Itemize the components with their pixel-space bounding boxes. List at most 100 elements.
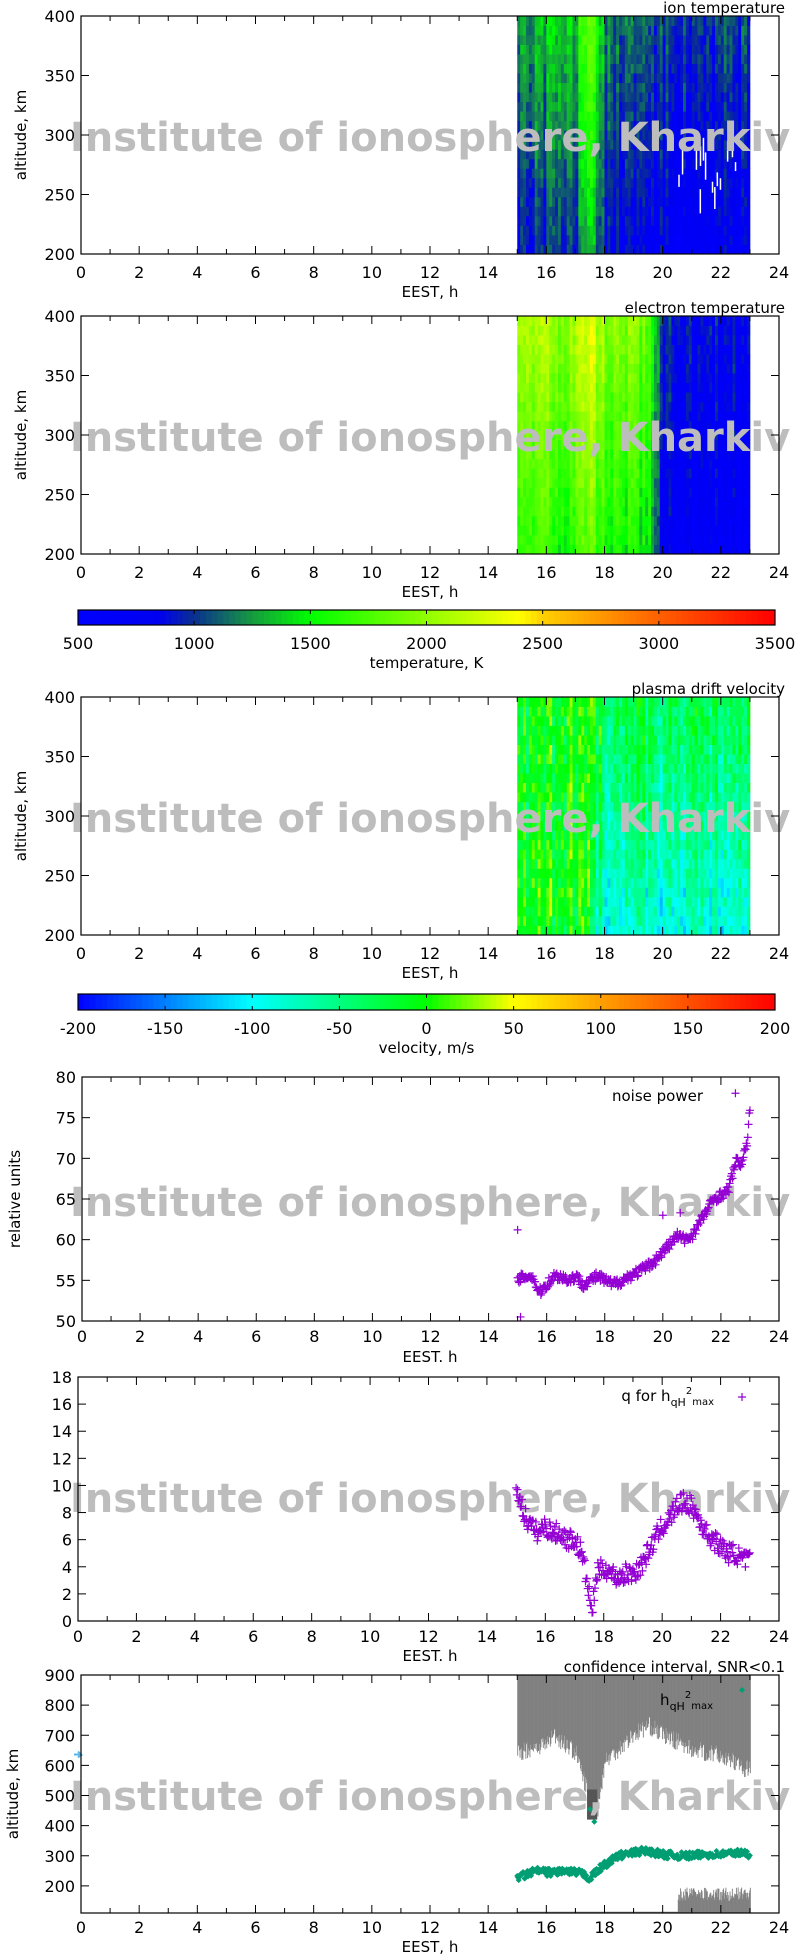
heatmap-cell	[645, 177, 649, 188]
heatmap-cell	[683, 392, 687, 403]
heatmap-cell	[633, 168, 637, 179]
heatmap-cell	[639, 168, 643, 179]
heatmap-cell	[732, 73, 736, 84]
heatmap-cell	[581, 373, 585, 384]
heatmap-cell	[569, 225, 573, 236]
heatmap-cell	[595, 458, 600, 469]
heatmap-cell	[741, 420, 745, 431]
heatmap-cell	[592, 111, 597, 122]
heatmap-cell	[738, 477, 742, 488]
heatmap-cell	[610, 477, 614, 488]
heatmap-cell	[691, 534, 696, 545]
heatmap-cell	[555, 177, 559, 188]
heatmap-cell	[552, 811, 556, 822]
x-axis-label: EEST, h	[402, 283, 459, 301]
heatmap-cell	[575, 820, 579, 831]
heatmap-cell	[709, 35, 713, 45]
heatmap-cell	[656, 544, 661, 555]
heatmap-cell	[747, 54, 751, 64]
heatmap-cell	[543, 158, 547, 169]
heatmap-cell	[528, 544, 533, 555]
heatmap-cell	[636, 382, 640, 393]
heatmap-cell	[575, 168, 579, 179]
heatmap-cell	[703, 354, 707, 364]
heatmap-cell	[683, 382, 687, 393]
heatmap-cell	[537, 411, 541, 422]
heatmap-cell	[566, 792, 570, 803]
heatmap-cell	[683, 430, 687, 441]
heatmap-cell	[691, 168, 696, 179]
heatmap-cell	[685, 496, 690, 507]
heatmap-cell	[688, 234, 693, 245]
heatmap-cell	[700, 487, 704, 498]
heatmap-cell	[537, 44, 541, 55]
heatmap-cell	[747, 82, 751, 93]
heatmap-cell	[557, 468, 562, 479]
heatmap-cell	[738, 35, 742, 45]
heatmap-cell	[726, 515, 730, 526]
heatmap-cell	[546, 225, 550, 236]
colorbar-segment	[281, 610, 288, 625]
heatmap-cell	[680, 316, 684, 326]
heatmap-cell	[732, 139, 736, 150]
heatmap-cell	[616, 73, 620, 84]
heatmap-cell	[520, 887, 524, 898]
heatmap-cell	[543, 177, 547, 188]
heatmap-cell	[581, 544, 585, 555]
heatmap-cell	[555, 373, 559, 384]
heatmap-cell	[581, 887, 585, 898]
heatmap-cell	[537, 754, 541, 765]
heatmap-cell	[645, 244, 649, 255]
heatmap-cell	[563, 130, 568, 141]
heatmap-cell	[610, 168, 614, 179]
heatmap-cell	[674, 382, 678, 393]
heatmap-cell	[656, 215, 661, 226]
colorbar-segment	[612, 610, 619, 625]
heatmap-cell	[523, 706, 527, 717]
heatmap-cell	[683, 234, 687, 245]
heatmap-cell	[517, 363, 521, 374]
heatmap-cell	[610, 111, 614, 122]
heatmap-cell	[601, 82, 605, 93]
colorbar-segment	[298, 610, 306, 625]
heatmap-cell	[642, 63, 646, 74]
heatmap-cell	[569, 168, 573, 179]
heatmap-cell	[557, 744, 562, 755]
heatmap-cell	[531, 716, 536, 726]
heatmap-cell	[549, 868, 553, 879]
heatmap-cell	[717, 158, 722, 169]
heatmap-cell	[534, 744, 539, 755]
heatmap-cell	[726, 187, 730, 198]
heatmap-cell	[520, 792, 524, 803]
heatmap-cell	[700, 35, 704, 45]
heatmap-cell	[543, 187, 547, 198]
heatmap-cell	[671, 316, 675, 326]
heatmap-cell	[604, 73, 608, 84]
heatmap-cell	[691, 25, 696, 36]
heatmap-cell	[555, 697, 559, 707]
heatmap-cell	[569, 92, 573, 103]
heatmap-cell	[601, 73, 605, 84]
heatmap-cell	[543, 373, 547, 384]
heatmap-cell	[525, 792, 530, 803]
heatmap-cell	[616, 111, 620, 122]
heatmap-cell	[700, 158, 704, 169]
heatmap-cell	[534, 868, 539, 879]
heatmap-cell	[729, 316, 733, 326]
heatmap-cell	[531, 177, 536, 188]
heatmap-cell	[563, 92, 568, 103]
heatmap-cell	[540, 401, 544, 412]
heatmap-cell	[543, 811, 547, 822]
heatmap-cell	[720, 101, 725, 112]
heatmap-cell	[665, 225, 669, 236]
heatmap-cell	[560, 158, 565, 169]
heatmap-cell	[680, 168, 684, 179]
heatmap-cell	[604, 25, 608, 36]
heatmap-cell	[700, 316, 704, 326]
heatmap-cell	[726, 382, 730, 393]
heatmap-cell	[685, 177, 690, 188]
heatmap-cell	[726, 16, 730, 26]
heatmap-cell	[680, 196, 684, 207]
heatmap-cell	[520, 439, 524, 450]
heatmap-cell	[633, 92, 637, 103]
